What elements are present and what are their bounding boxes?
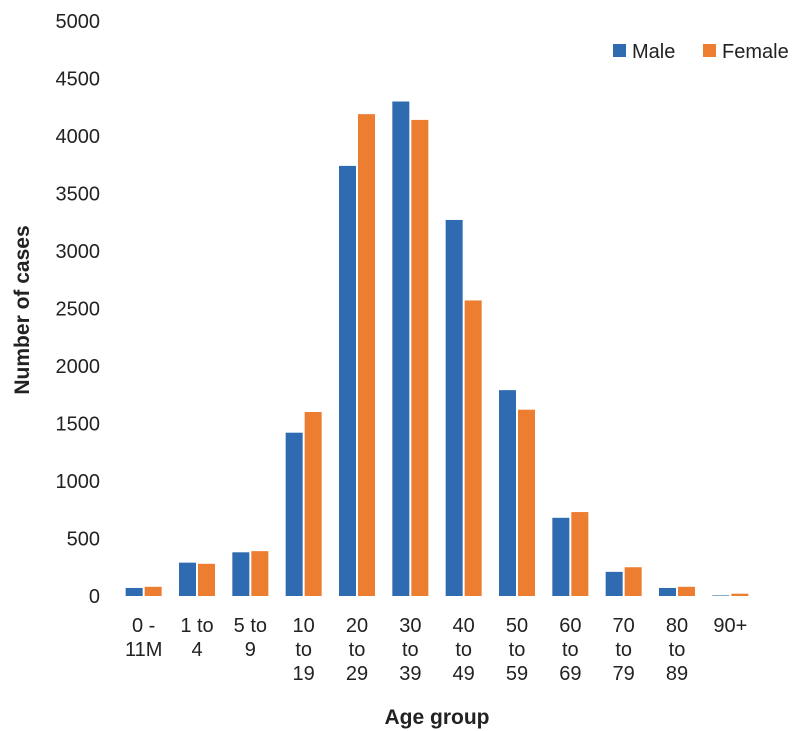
y-tick-label: 1000 [56,471,101,493]
y-tick-label: 2000 [56,356,101,378]
x-tick-label: 10 to 19 [293,615,315,685]
bar-female [464,300,482,596]
y-tick-label: 3000 [56,241,101,263]
y-axis-title: Number of cases [11,225,34,394]
bar-female [304,412,322,596]
y-tick-label: 3500 [56,184,101,206]
bar-female [678,586,695,596]
bar-male [285,432,303,596]
y-tick-label: 4000 [56,126,101,148]
bar-male [605,571,623,596]
bar-male [339,165,356,596]
x-tick-label: 40 to 49 [453,615,475,685]
legend-label-male: Male [632,41,675,63]
legend-swatch-female [703,44,716,57]
y-tick-label: 4500 [56,69,101,91]
x-tick-label: 0 -11M [125,615,162,661]
x-tick-label: 70 to 79 [613,615,635,685]
x-tick-label: 50 to 59 [506,615,528,685]
x-axis-title: Age group [385,706,490,729]
legend: Male Female [613,41,789,63]
bar-female [358,114,375,597]
bar-female [198,563,215,596]
bar-female [624,567,642,596]
y-tick-label: 1500 [56,414,101,436]
bar-male [499,390,516,596]
x-tick-label: 60 to 69 [559,615,581,685]
bar-male [232,552,250,596]
legend-swatch-male [613,44,626,57]
x-tick-label: 1 to 4 [180,615,213,661]
bars [125,101,749,597]
bar-female [411,119,429,597]
x-tick-label: 80 to 89 [666,615,688,685]
bar-female [731,593,749,596]
bar-female [251,551,269,596]
bar-male [445,219,463,596]
bar-female [144,586,162,596]
y-tick-label: 0 [89,586,100,608]
bar-male [392,101,410,596]
y-tick-label: 5000 [56,11,101,33]
y-axis-ticks: 0 500 1000 1500 2000 2500 3000 3500 4000 4500 5000 [56,11,101,608]
bar-female [571,512,589,596]
y-tick-label: 2500 [56,299,101,321]
x-tick-label: 90+ [713,615,747,637]
bar-male [712,595,730,596]
x-tick-label: 20 to 29 [346,615,368,685]
legend-label-female: Female [722,41,789,63]
y-tick-label: 500 [67,529,100,551]
x-axis-ticks: 0 -11M 1 to 4 5 to 9 10 to 19 20 to 29 30 to 39 40 to 49… [125,615,747,685]
bar-male [125,587,143,596]
bar-male [659,587,676,596]
bar-male [552,517,570,596]
x-tick-label: 30 to 39 [399,615,421,685]
bar-female [518,409,535,596]
x-tick-label: 5 to 9 [234,615,267,661]
bar-male [179,562,196,596]
